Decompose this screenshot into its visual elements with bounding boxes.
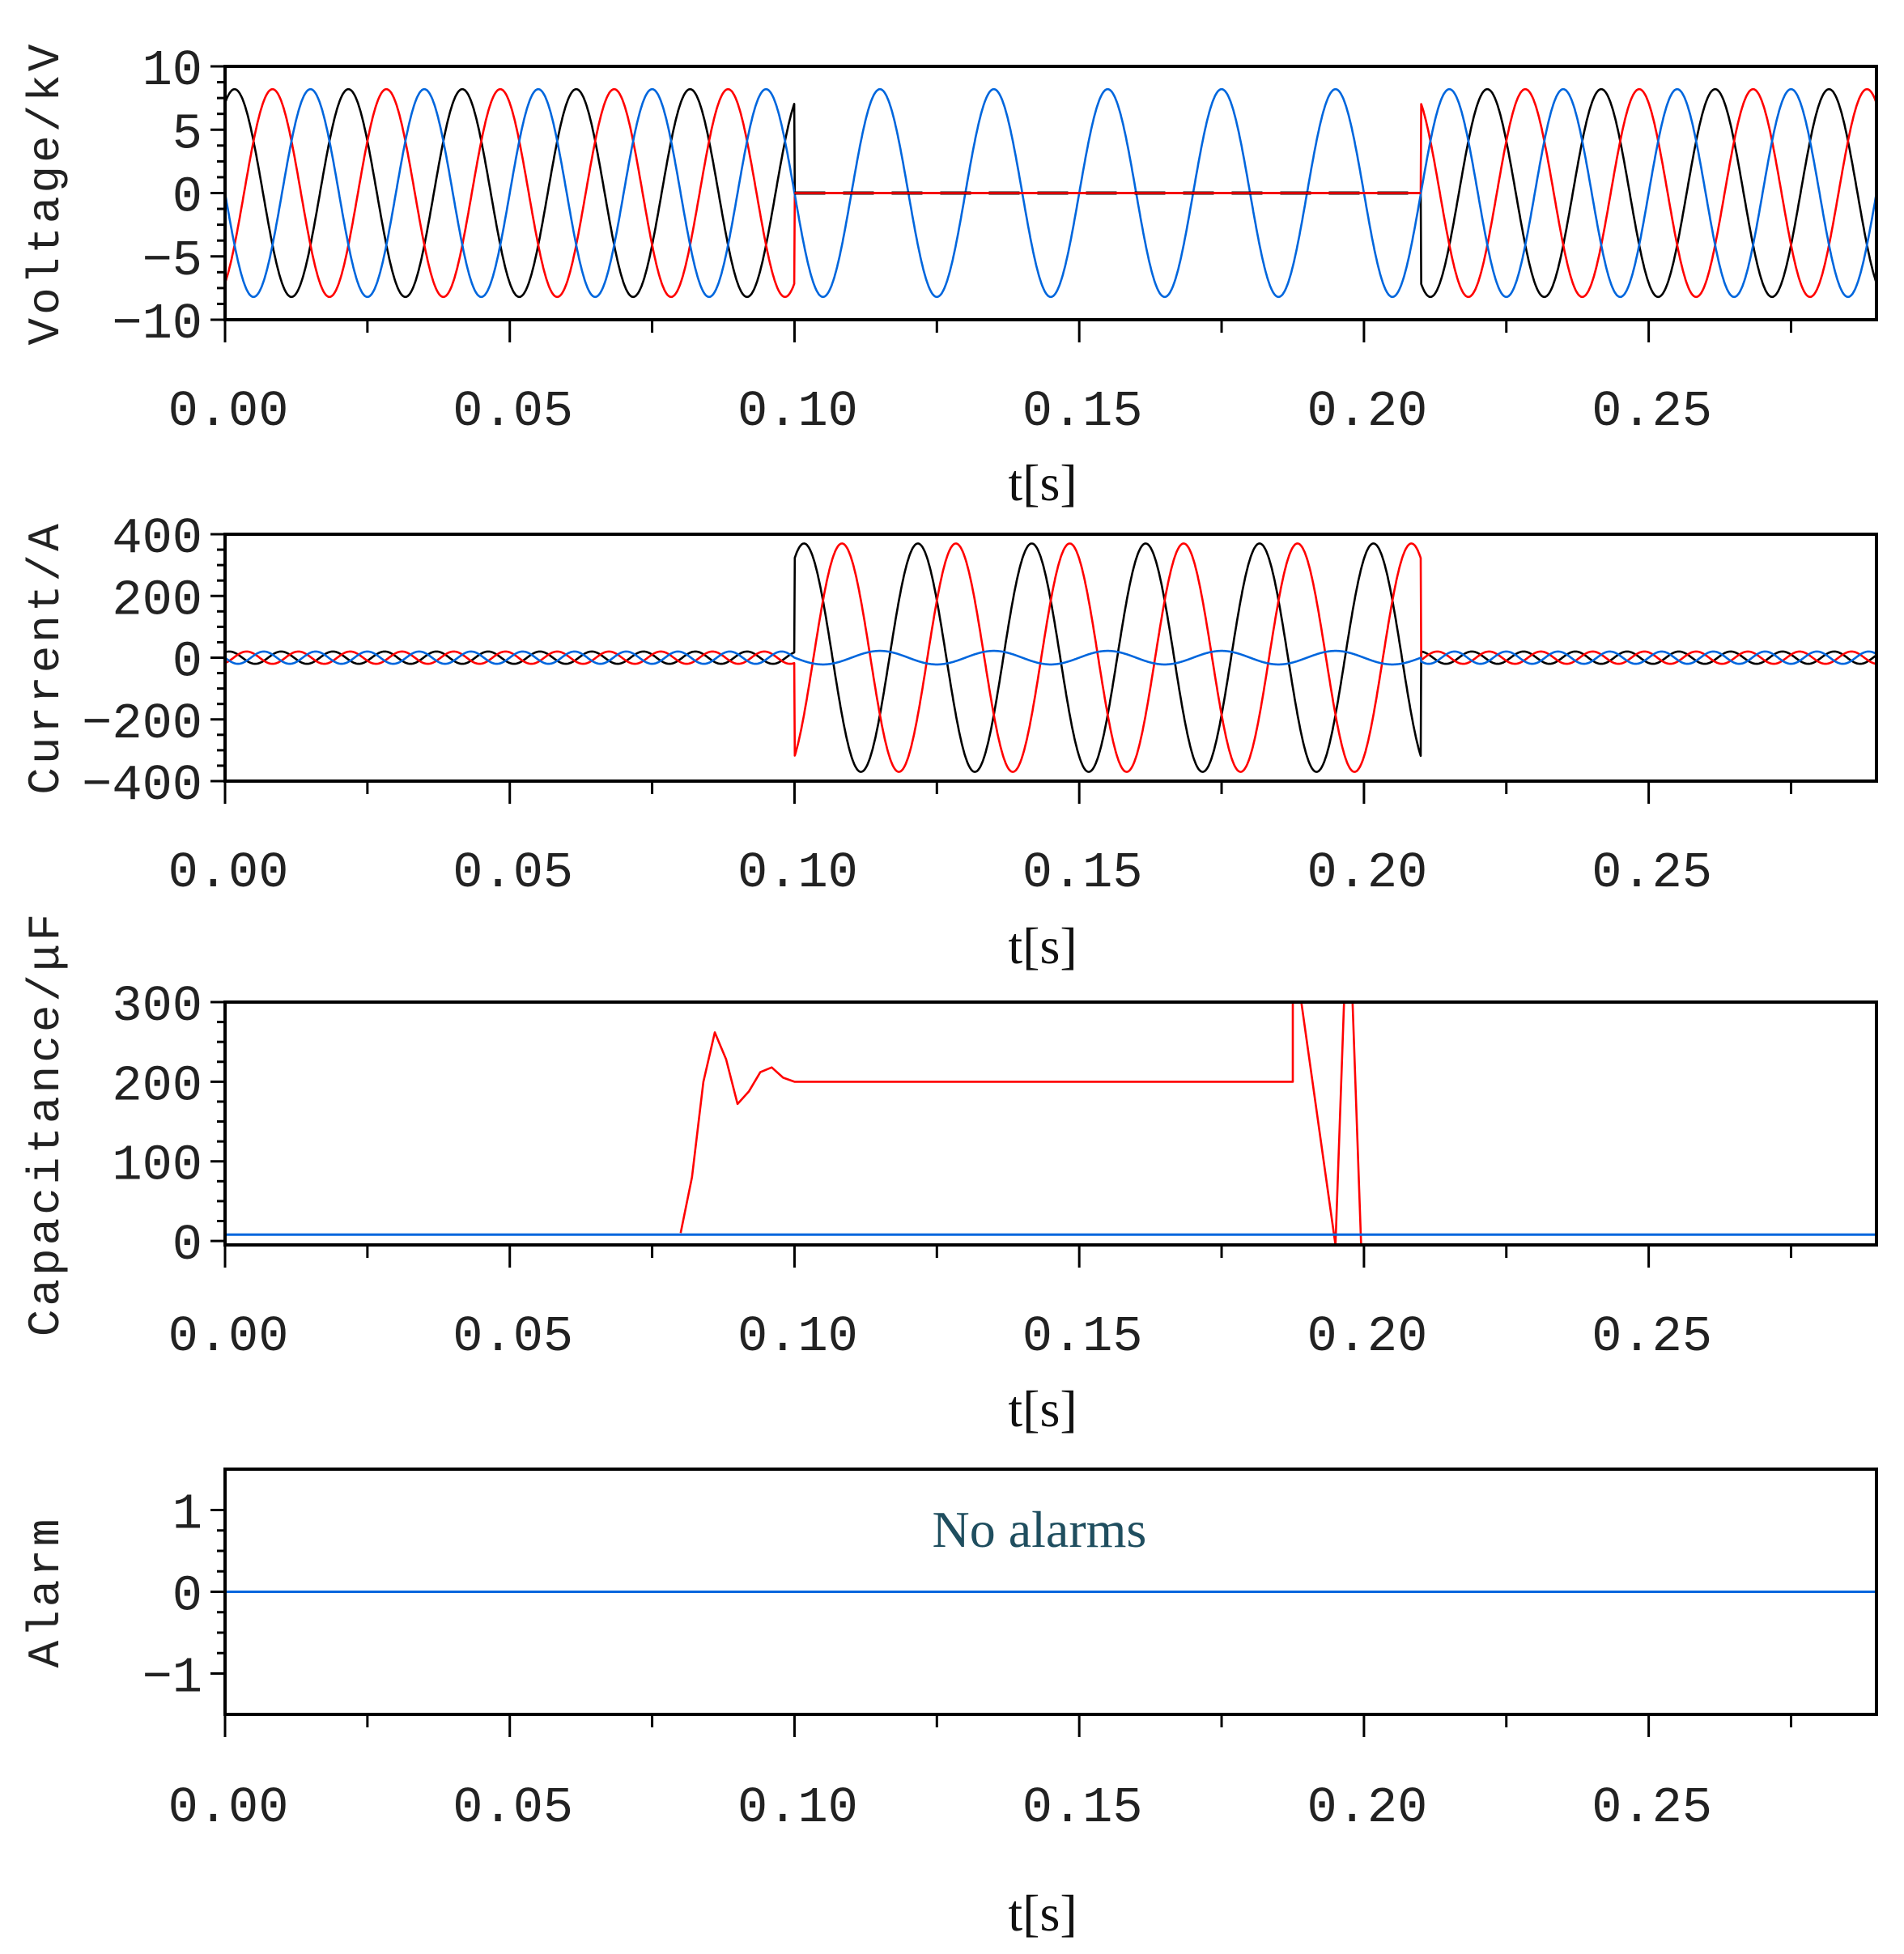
series-group: [225, 542, 1876, 773]
series-line-estimated-capacitance: [679, 1002, 1362, 1245]
x-axis-label: t[s]: [1008, 454, 1077, 512]
voltage-panel: 0.00 0.05 0.10 0.15 0.20 0.25 −10−50 510 t[s] Vol…: [20, 40, 1878, 512]
y-tick-label: −1: [142, 1650, 202, 1707]
x-tick-label: 0.05: [453, 844, 573, 902]
y-axis-label: Voltage/kV: [20, 40, 72, 345]
y-tick-label: 1: [172, 1486, 202, 1544]
x-tick-label: 0.10: [737, 383, 858, 440]
no-alarms-annotation: No alarms: [933, 1501, 1147, 1558]
x-tick-label: 0.20: [1307, 844, 1427, 902]
y-axis-label: Current/A: [20, 520, 72, 794]
x-tick-label: 0.25: [1592, 1308, 1712, 1366]
y-tick-label: 300: [112, 978, 202, 1035]
x-tick-label: 0.05: [453, 1779, 573, 1837]
x-tick-label: 0.15: [1022, 1779, 1143, 1837]
x-tick-label: 0.05: [453, 383, 573, 440]
y-tick-label: 0: [172, 1568, 202, 1625]
x-tick-label: 0.00: [168, 1308, 289, 1366]
x-tick-label: 0.25: [1592, 844, 1712, 902]
y-tick-label: 0: [172, 1217, 202, 1274]
x-axis-label: t[s]: [1008, 1884, 1077, 1942]
x-tick-label: 0.00: [168, 383, 289, 440]
y-tick-label: 10: [142, 42, 202, 100]
x-tick-label: 0.20: [1307, 1308, 1427, 1366]
series-line-phase-a: [225, 542, 1876, 773]
x-tick-label: 0.20: [1307, 1779, 1427, 1837]
y-tick-label: 200: [112, 571, 202, 629]
y-tick-label: 0: [172, 634, 202, 691]
y-tick-label: 100: [112, 1137, 202, 1195]
y-tick-label: 5: [172, 105, 202, 163]
y-axis-label: Capacitance/μF: [20, 911, 72, 1336]
alarm-panel: 0.00 0.05 0.10 0.15 0.20 0.25 −1 0 1 t[s] Alarm No …: [20, 1468, 1878, 1942]
capacitance-panel: 0.00 0.05 0.10 0.15 0.20 0.25 0 100 200 300 t[s] Ca…: [20, 911, 1878, 1438]
x-tick-label: 0.15: [1022, 844, 1143, 902]
y-tick-label: −200: [82, 695, 202, 753]
x-axis-label: t[s]: [1008, 917, 1077, 975]
x-tick-label: 0.15: [1022, 383, 1143, 440]
series-line-phase-c: [225, 649, 1876, 666]
y-tick-label: −5: [142, 232, 202, 290]
y-tick-label: 400: [112, 510, 202, 567]
y-tick-label: 0: [172, 169, 202, 227]
y-tick-label: −400: [82, 757, 202, 814]
x-tick-label: 0.25: [1592, 1779, 1712, 1837]
y-tick-label: 200: [112, 1057, 202, 1115]
x-axis-label: t[s]: [1008, 1380, 1077, 1438]
y-tick-label: −10: [112, 295, 202, 353]
series-line-phase-c: [225, 87, 1876, 299]
x-tick-label: 0.00: [168, 844, 289, 902]
x-tick-label: 0.15: [1022, 1308, 1143, 1366]
x-tick-label: 0.25: [1592, 383, 1712, 440]
x-tick-label: 0.00: [168, 1779, 289, 1837]
series-line-phase-b: [225, 542, 1876, 773]
x-tick-label: 0.05: [453, 1308, 573, 1366]
x-tick-label: 0.20: [1307, 383, 1427, 440]
plot-frame: [223, 533, 1878, 783]
series-group: [225, 1002, 1876, 1245]
x-tick-label: 0.10: [737, 1779, 858, 1837]
y-axis-label: Alarm: [20, 1515, 72, 1667]
x-tick-label: 0.10: [737, 1308, 858, 1366]
series-group: [225, 87, 1876, 299]
plot-frame: [223, 1000, 1878, 1247]
x-tick-label: 0.10: [737, 844, 858, 902]
